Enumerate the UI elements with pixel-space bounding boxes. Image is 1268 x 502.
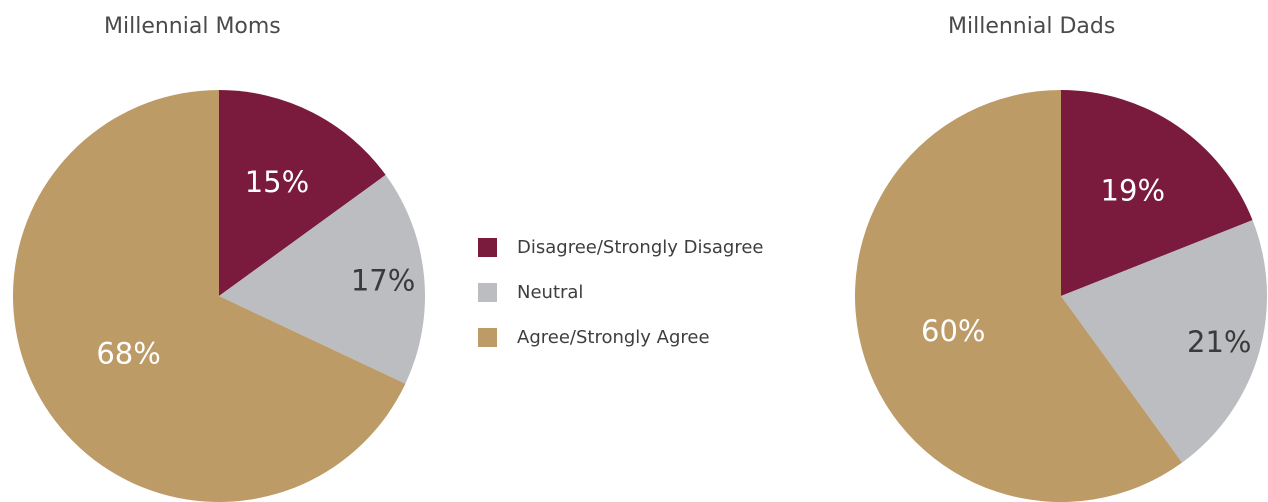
legend-swatch-disagree [478, 237, 497, 257]
legend-label-agree: Agree/Strongly Agree [517, 326, 710, 348]
pie-slice-dads-disagree [1061, 90, 1253, 296]
pie-label-dads-agree: 60% [921, 314, 985, 348]
pie-label-moms-neutral: 17% [351, 263, 415, 297]
legend-swatch-neutral [478, 282, 497, 302]
pie-dads: 19% 21% 60% [854, 90, 1267, 502]
pie-label-moms-agree: 68% [96, 336, 160, 370]
legend-item-neutral: Neutral [478, 281, 763, 303]
chart-title-moms: Millennial Moms [104, 14, 281, 39]
legend-swatch-agree [478, 327, 497, 347]
legend-label-disagree: Disagree/Strongly Disagree [517, 236, 764, 258]
pie-slice-dads-neutral [1061, 220, 1267, 463]
pie-moms: 15% 17% 68% [13, 90, 425, 502]
legend-item-disagree: Disagree/Strongly Disagree [478, 236, 763, 258]
legend: Disagree/Strongly Disagree Neutral Agree… [478, 236, 763, 371]
pie-label-dads-neutral: 21% [1187, 325, 1251, 359]
pie-slice-moms-disagree [219, 90, 386, 296]
pie-slice-moms-neutral [219, 174, 425, 384]
legend-label-neutral: Neutral [517, 281, 584, 303]
pie-label-moms-disagree: 15% [245, 165, 309, 199]
pie-label-dads-disagree: 19% [1101, 173, 1165, 207]
pie-slice-moms-agree [13, 90, 406, 502]
chart-title-dads: Millennial Dads [948, 14, 1116, 39]
legend-item-agree: Agree/Strongly Agree [478, 326, 763, 348]
pie-slice-dads-agree [854, 90, 1183, 502]
